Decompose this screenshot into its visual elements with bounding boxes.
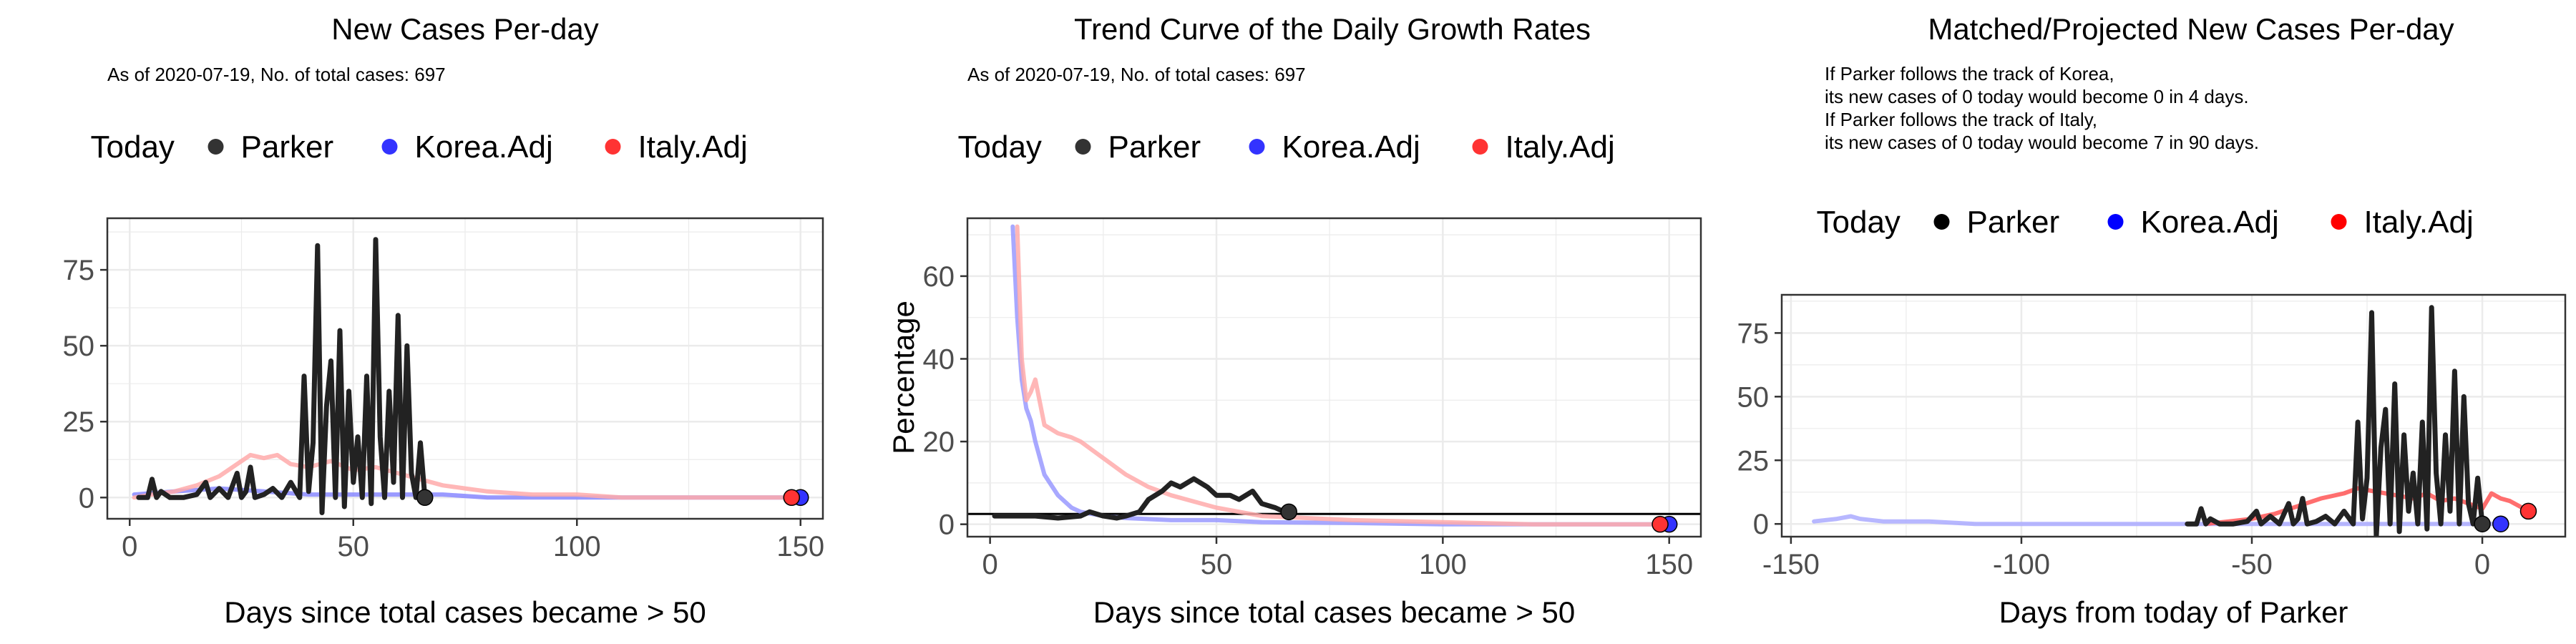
legend-label: Korea.Adj	[1282, 130, 1420, 165]
y-tick-label: 40	[923, 343, 955, 375]
axes: -150 -100 -50 0 0 25 50 75 Days from today of Pa…	[1737, 318, 2491, 629]
y-tick-label: 75	[1737, 318, 1770, 349]
today-point-italy-adj	[783, 489, 800, 507]
legend-label: Italy.Adj	[2364, 205, 2474, 240]
legend-title: Today	[958, 130, 1042, 165]
legend-label: Italy.Adj	[1506, 130, 1615, 165]
series-line-korea-adj	[1010, 224, 1672, 527]
series-line-parker	[136, 237, 428, 515]
plot-border	[1780, 293, 2567, 538]
today-point-korea-adj	[2492, 515, 2509, 532]
legend-key-italy-adj	[1472, 139, 1488, 155]
legend-label: Korea.Adj	[415, 130, 553, 165]
x-tick-label: 0	[122, 531, 137, 562]
annotation-line: If Parker follows the track of Italy,	[1825, 109, 2097, 130]
legend-label: Parker	[1108, 130, 1201, 165]
legend-key-parker	[208, 139, 224, 155]
axes: 0 50 100 150 0 20 40 60 Days since total cases b…	[887, 261, 1693, 629]
legend-label: Korea.Adj	[2141, 205, 2279, 240]
annotation-line: its new cases of 0 today would become 7 …	[1825, 132, 2259, 153]
legend-key-korea-adj	[1249, 139, 1265, 155]
legend-key-parker	[1933, 214, 1950, 230]
x-tick-label: 100	[1419, 549, 1467, 580]
y-tick-label: 0	[939, 509, 955, 541]
x-tick-label: 150	[776, 531, 824, 562]
series-line-parker	[992, 476, 1292, 521]
legend-label: Parker	[241, 130, 334, 165]
chart-subtitle: As of 2020-07-19, No. of total cases: 69…	[967, 64, 1306, 85]
panel-1: New Cases Per-day As of 2020-07-19, No. o…	[63, 12, 825, 629]
today-point-parker	[416, 489, 434, 507]
legend-key-korea-adj	[381, 139, 398, 155]
plot-area	[966, 217, 1702, 538]
panel-3: Matched/Projected New Cases Per-day If Pa…	[1737, 12, 2567, 629]
x-tick-label: 150	[1645, 549, 1693, 580]
legend-label: Parker	[1967, 205, 2060, 240]
y-tick-label: 25	[1737, 445, 1770, 477]
panel-2: Trend Curve of the Daily Growth Rates As …	[887, 12, 1702, 629]
legend: Today Parker Korea.Adj Italy.Adj	[91, 130, 748, 165]
legend: Today Parker Korea.Adj Italy.Adj	[1817, 205, 2474, 240]
plot-area	[106, 217, 824, 520]
series-group	[132, 237, 809, 515]
legend-label: Italy.Adj	[638, 130, 748, 165]
x-tick-label: 0	[982, 549, 998, 580]
series-group	[1812, 305, 2537, 537]
x-tick-label: 50	[1201, 549, 1233, 580]
today-point-parker	[1280, 503, 1297, 521]
chart-title: Trend Curve of the Daily Growth Rates	[1074, 12, 1591, 46]
y-tick-label: 50	[1737, 381, 1770, 413]
x-tick-label: 0	[2474, 549, 2490, 580]
series-group	[967, 224, 1701, 533]
series-line-italy-adj	[1015, 224, 1672, 527]
chart-title: Matched/Projected New Cases Per-day	[1928, 12, 2454, 46]
legend: Today Parker Korea.Adj Italy.Adj	[958, 130, 1615, 165]
y-tick-label: 50	[63, 331, 95, 362]
y-tick-label: 20	[923, 426, 955, 458]
x-axis-title: Days since total cases became > 50	[1093, 595, 1576, 629]
legend-key-italy-adj	[605, 139, 621, 155]
y-axis-title: Percentage	[887, 301, 920, 454]
y-tick-label: 0	[1753, 509, 1769, 540]
plot-background	[967, 218, 1701, 537]
today-point-italy-adj	[1652, 515, 1669, 533]
legend-key-parker	[1075, 139, 1091, 155]
legend-key-korea-adj	[2107, 214, 2124, 230]
today-point-parker	[2474, 515, 2491, 532]
x-axis-title: Days since total cases became > 50	[224, 595, 706, 629]
x-tick-label: -50	[2231, 549, 2273, 580]
x-tick-label: 100	[553, 531, 601, 562]
y-tick-label: 0	[79, 482, 94, 514]
today-point-italy-adj	[2519, 502, 2537, 520]
series-line-parker	[2185, 305, 2485, 537]
axes: 0 50 100 150 0 25 50 75 Days since total cases b…	[63, 255, 825, 629]
plot-area	[1780, 293, 2567, 538]
y-tick-label: 75	[63, 255, 95, 286]
x-axis-title: Days from today of Parker	[1999, 595, 2348, 629]
x-tick-label: -100	[1993, 549, 2050, 580]
y-tick-label: 25	[63, 406, 95, 438]
chart-subtitle: As of 2020-07-19, No. of total cases: 69…	[107, 64, 446, 85]
annotation-line: its new cases of 0 today would become 0 …	[1825, 86, 2249, 107]
legend-title: Today	[1817, 205, 1901, 240]
plot-border	[966, 217, 1702, 538]
chart-title: New Cases Per-day	[331, 12, 598, 46]
legend-key-italy-adj	[2331, 214, 2347, 230]
plot-border	[106, 217, 824, 520]
x-tick-label: 50	[338, 531, 370, 562]
legend-title: Today	[91, 130, 175, 165]
x-tick-label: -150	[1762, 549, 1820, 580]
annotation-line: If Parker follows the track of Korea,	[1825, 63, 2114, 84]
y-tick-label: 60	[923, 261, 955, 293]
